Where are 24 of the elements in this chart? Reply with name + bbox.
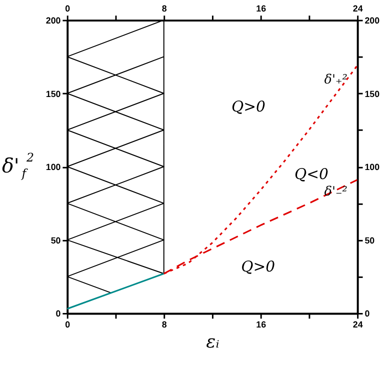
- x-tick-label: 8: [162, 320, 167, 330]
- x2-tick-label: 24: [352, 4, 363, 14]
- x-tick-label: 16: [256, 320, 266, 330]
- x2-tick-label: 8: [162, 4, 167, 14]
- y2-tick-label: 150: [364, 88, 380, 99]
- y-tick-label: 0: [56, 308, 61, 319]
- y2-tick-label: 200: [364, 16, 380, 26]
- x-tick-label: 24: [352, 320, 363, 330]
- y2-tick-label: 0: [364, 308, 370, 319]
- series-label: δ'₋²: [324, 184, 348, 200]
- series-label: δ'₊²: [324, 72, 348, 88]
- y2-tick-label: 100: [364, 162, 380, 172]
- x2-tick-label: 16: [256, 4, 266, 14]
- y-tick-label: 100: [46, 162, 61, 172]
- annotation: Q<0: [294, 166, 328, 183]
- x-axis-title: εᵢ: [206, 332, 220, 352]
- x-tick-label: 0: [65, 320, 70, 330]
- annotation: Q>0: [232, 98, 266, 116]
- y-tick-label: 200: [46, 16, 61, 26]
- annotation: Q>0: [241, 258, 276, 276]
- y-tick-label: 50: [50, 235, 61, 246]
- y-tick-label: 150: [46, 88, 61, 99]
- y2-tick-label: 50: [364, 235, 375, 246]
- x2-tick-label: 0: [65, 4, 70, 14]
